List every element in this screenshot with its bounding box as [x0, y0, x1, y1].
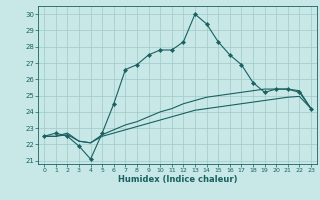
X-axis label: Humidex (Indice chaleur): Humidex (Indice chaleur) [118, 175, 237, 184]
